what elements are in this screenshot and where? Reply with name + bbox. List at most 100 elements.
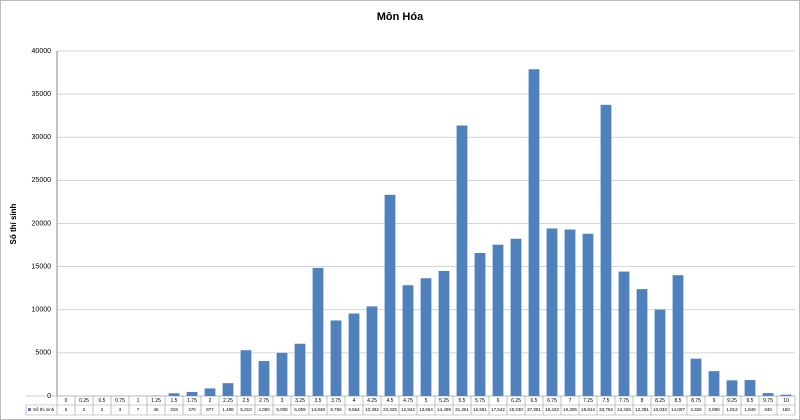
y-tick-label: 40000 — [32, 48, 52, 55]
bar — [546, 228, 558, 396]
table-value: 36 — [153, 407, 159, 412]
y-tick-label: 30000 — [32, 134, 52, 141]
table-value: 877 — [206, 407, 214, 412]
table-value: 5,310 — [240, 407, 252, 412]
bar — [762, 393, 774, 396]
x-tick-label: 6.25 — [511, 398, 521, 404]
x-tick-label: 5.5 — [459, 398, 466, 404]
table-value: 2 — [101, 407, 104, 412]
x-tick-label: 8 — [641, 398, 644, 404]
x-tick-label: 7.75 — [619, 398, 629, 404]
x-tick-label: 7 — [569, 398, 572, 404]
x-tick-label: 0.5 — [99, 398, 106, 404]
table-value: 470 — [188, 407, 196, 412]
bar — [636, 289, 648, 396]
x-tick-label: 5.25 — [439, 398, 449, 404]
table-value: 14,007 — [671, 407, 685, 412]
table-value: 9,564 — [348, 407, 360, 412]
bar — [402, 285, 414, 396]
bar — [366, 306, 378, 396]
y-tick-label: 25000 — [32, 177, 52, 184]
bar — [582, 233, 594, 396]
y-tick-label: 10000 — [32, 307, 52, 314]
bar — [708, 371, 720, 396]
bar — [528, 69, 540, 397]
x-tick-label: 7.5 — [603, 398, 610, 404]
table-value: 31,361 — [455, 407, 469, 412]
bar — [600, 104, 612, 397]
table-value: 18,814 — [581, 407, 595, 412]
x-tick-label: 0.25 — [79, 398, 89, 404]
y-axis-label: Số thí sinh — [9, 203, 18, 244]
x-tick-label: 9.25 — [727, 398, 737, 404]
bar — [312, 267, 324, 396]
x-tick-label: 5.75 — [475, 398, 485, 404]
bar — [726, 380, 738, 396]
x-tick-label: 1.5 — [171, 398, 178, 404]
bar — [654, 309, 666, 396]
bar — [204, 388, 216, 396]
table-value: 19,423 — [545, 407, 559, 412]
table-value: 6,059 — [294, 407, 306, 412]
table-value: 10,392 — [365, 407, 379, 412]
x-tick-label: 2.75 — [259, 398, 269, 404]
table-value: 150 — [782, 407, 790, 412]
x-tick-label: 9.75 — [763, 398, 773, 404]
x-tick-label: 3.25 — [295, 398, 305, 404]
bar — [492, 244, 504, 396]
table-value: 23,325 — [383, 407, 397, 412]
x-tick-label: 3.5 — [315, 398, 322, 404]
bar — [510, 238, 522, 396]
chart-title: Môn Hóa — [377, 11, 424, 23]
table-value: 12,842 — [401, 407, 415, 412]
x-tick-label: 3 — [281, 398, 284, 404]
table-value: 10,033 — [653, 407, 667, 412]
bar — [420, 278, 432, 396]
bar — [222, 383, 234, 396]
table-value: 8,756 — [330, 407, 342, 412]
x-tick-label: 9 — [713, 398, 716, 404]
x-tick-label: 6.5 — [531, 398, 538, 404]
bar — [744, 380, 756, 396]
y-tick-label: 5000 — [35, 350, 51, 357]
y-tick-label: 0 — [47, 393, 51, 400]
table-value: 14,426 — [617, 407, 631, 412]
table-value: 14,499 — [437, 407, 451, 412]
table-value: 14,848 — [311, 407, 325, 412]
x-tick-label: 4.5 — [387, 398, 394, 404]
bar — [240, 350, 252, 396]
bar — [618, 271, 630, 396]
y-tick-label: 35000 — [32, 91, 52, 98]
x-tick-label: 8.25 — [655, 398, 665, 404]
table-value: 7 — [137, 407, 140, 412]
bar — [186, 391, 198, 396]
bar — [330, 320, 342, 396]
y-tick-label: 20000 — [32, 220, 52, 227]
x-tick-label: 1.75 — [187, 398, 197, 404]
x-tick-label: 8.75 — [691, 398, 701, 404]
x-tick-label: 1 — [137, 398, 140, 404]
table-value: 6 — [65, 407, 68, 412]
y-tick-label: 15000 — [32, 263, 52, 270]
bar — [438, 270, 450, 396]
table-value: 12,391 — [635, 407, 649, 412]
bar — [456, 125, 468, 396]
bar — [690, 358, 702, 396]
table-value: 37,881 — [527, 407, 541, 412]
x-tick-label: 7.25 — [583, 398, 593, 404]
table-value: 17,542 — [491, 407, 505, 412]
table-value: 18,230 — [509, 407, 523, 412]
table-value: 2 — [83, 407, 86, 412]
table-value: 16,581 — [473, 407, 487, 412]
x-tick-label: 4.75 — [403, 398, 413, 404]
table-value: 4,050 — [258, 407, 270, 412]
bar — [564, 229, 576, 396]
table-value: 4,326 — [690, 407, 702, 412]
bar — [474, 252, 486, 396]
bar — [780, 394, 792, 396]
table-value: 3 — [119, 407, 122, 412]
table-value: 19,305 — [563, 407, 577, 412]
x-tick-label: 10 — [783, 398, 789, 404]
bar — [348, 313, 360, 396]
